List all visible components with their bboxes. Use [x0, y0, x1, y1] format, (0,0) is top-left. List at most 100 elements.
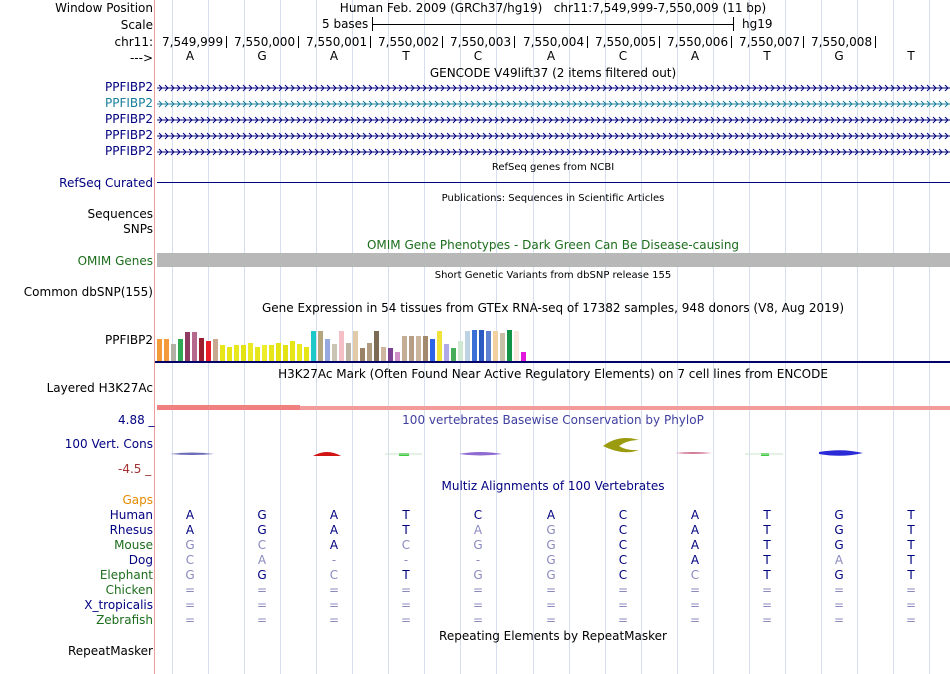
gtex-tissue-bar[interactable]	[507, 330, 512, 361]
gtex-tissue-bar[interactable]	[409, 336, 414, 361]
gencode-gene-feature[interactable]	[157, 131, 950, 141]
multiz-species-label[interactable]: Mouse	[114, 538, 153, 552]
gtex-tissue-bar[interactable]	[220, 345, 225, 361]
gtex-tissue-bar[interactable]	[500, 333, 505, 361]
omim-phenotype-bar[interactable]	[157, 253, 950, 267]
multiz-species-label[interactable]: Zebrafish	[96, 613, 153, 627]
gaps-label[interactable]: Gaps	[122, 493, 153, 507]
multiz-track-title[interactable]: Multiz Alignments of 100 Vertebrates	[441, 479, 665, 493]
gencode-track-title[interactable]: GENCODE V49lift37 (2 items filtered out)	[429, 66, 677, 80]
gtex-tissue-bar[interactable]	[248, 343, 253, 361]
gtex-tissue-bar[interactable]	[276, 343, 281, 361]
gtex-tissue-bar[interactable]	[227, 347, 232, 361]
gencode-gene-label[interactable]: PPFIBP2	[104, 112, 153, 126]
h3k27ac-track-label[interactable]: Layered H3K27Ac	[46, 381, 153, 395]
gtex-tissue-bar[interactable]	[262, 345, 267, 361]
gtex-tissue-bar[interactable]	[430, 339, 435, 361]
gtex-tissue-bar[interactable]	[360, 348, 365, 361]
gtex-tissue-bar[interactable]	[493, 331, 498, 361]
snps-track-label[interactable]: SNPs	[123, 222, 153, 236]
ruler-coordinate: 7,550,008	[811, 35, 873, 49]
gtex-tissue-bar[interactable]	[521, 352, 526, 361]
gtex-tissue-bar[interactable]	[367, 343, 372, 361]
dbsnp-track-label[interactable]: Common dbSNP(155)	[23, 285, 153, 299]
multiz-species-label[interactable]: Chicken	[105, 583, 153, 597]
gtex-tissue-bar[interactable]	[269, 345, 274, 361]
sequences-track-label[interactable]: Sequences	[87, 207, 153, 221]
gencode-gene-feature[interactable]	[157, 99, 950, 109]
refseq-gene-line[interactable]	[157, 182, 950, 183]
multiz-species-label[interactable]: X_tropicalis	[84, 598, 153, 612]
gtex-tissue-bar[interactable]	[325, 339, 330, 361]
gtex-tissue-bar[interactable]	[395, 352, 400, 361]
gtex-tissue-bar[interactable]	[458, 341, 463, 361]
refseq-track-title[interactable]: RefSeq genes from NCBI	[491, 162, 615, 173]
gtex-tissue-bar[interactable]	[444, 344, 449, 361]
phylop-mark-10	[819, 450, 863, 456]
gtex-tissue-bar[interactable]	[178, 339, 183, 361]
gtex-tissue-bar[interactable]	[164, 339, 169, 361]
gtex-tissue-bar[interactable]	[416, 336, 421, 361]
gtex-tissue-bar[interactable]	[465, 331, 470, 361]
gtex-tissue-bar[interactable]	[346, 343, 351, 361]
gtex-tissue-bar[interactable]	[451, 348, 456, 361]
gtex-tissue-bar[interactable]	[311, 331, 316, 361]
gtex-tissue-bar[interactable]	[241, 345, 246, 361]
gtex-track-label[interactable]: PPFIBP2	[104, 333, 153, 347]
omim-track-title[interactable]: OMIM Gene Phenotypes - Dark Green Can Be…	[366, 238, 740, 252]
multiz-species-label[interactable]: Human	[109, 508, 153, 522]
multiz-base: A	[690, 553, 700, 567]
gencode-gene-label[interactable]: PPFIBP2	[104, 128, 153, 142]
gencode-gene-feature[interactable]	[157, 83, 950, 93]
gtex-tissue-bar[interactable]	[423, 336, 428, 361]
gtex-tissue-bar[interactable]	[206, 341, 211, 361]
gtex-tissue-bar[interactable]	[234, 345, 239, 361]
gtex-tissue-bar[interactable]	[353, 331, 358, 361]
phylop-track-title[interactable]: 100 vertebrates Basewise Conservation by…	[402, 413, 704, 427]
refseq-track-label[interactable]: RefSeq Curated	[59, 176, 153, 190]
gencode-gene-feature[interactable]	[157, 147, 950, 157]
gtex-tissue-bar[interactable]	[192, 332, 197, 361]
gtex-tissue-bar[interactable]	[255, 347, 260, 361]
gtex-tissue-bar[interactable]	[402, 336, 407, 361]
gtex-tissue-bar[interactable]	[374, 331, 379, 361]
gtex-tissue-bar[interactable]	[157, 339, 162, 361]
gtex-tissue-bar[interactable]	[486, 331, 491, 361]
repeatmasker-track-title[interactable]: Repeating Elements by RepeatMasker	[439, 629, 667, 643]
multiz-base: =	[905, 613, 917, 627]
gtex-tissue-bar[interactable]	[290, 341, 295, 361]
repeatmasker-track-label[interactable]: RepeatMasker	[67, 644, 153, 658]
multiz-species-label[interactable]: Elephant	[99, 568, 153, 582]
position-text[interactable]: chr11:7,549,999-7,550,009 (11 bp)	[553, 1, 767, 15]
gtex-tissue-bar[interactable]	[185, 332, 190, 361]
h3k27ac-track-title[interactable]: H3K27Ac Mark (Often Found Near Active Re…	[278, 367, 828, 381]
gtex-tissue-bar[interactable]	[171, 344, 176, 361]
gtex-tissue-bar[interactable]	[479, 330, 484, 361]
gencode-gene-label[interactable]: PPFIBP2	[104, 96, 153, 110]
gtex-tissue-bar[interactable]	[437, 331, 442, 361]
omim-track-label[interactable]: OMIM Genes	[77, 254, 153, 268]
gtex-tissue-bar[interactable]	[472, 330, 477, 361]
gtex-tissue-bar[interactable]	[304, 347, 309, 361]
gtex-tissue-bar[interactable]	[199, 338, 204, 361]
gencode-gene-feature[interactable]	[157, 115, 950, 125]
publications-track-title[interactable]: Publications: Sequences in Scientific Ar…	[441, 193, 665, 204]
dbsnp-track-title[interactable]: Short Genetic Variants from dbSNP releas…	[434, 270, 672, 281]
gencode-gene-label[interactable]: PPFIBP2	[104, 144, 153, 158]
gtex-track-title[interactable]: Gene Expression in 54 tissues from GTEx …	[261, 301, 845, 315]
gencode-gene-label[interactable]: PPFIBP2	[104, 80, 153, 94]
gtex-tissue-bar[interactable]	[297, 344, 302, 361]
gtex-tissue-bar[interactable]	[332, 344, 337, 361]
phylop-track-label[interactable]: 100 Vert. Cons	[64, 437, 153, 451]
gtex-tissue-bar[interactable]	[213, 339, 218, 361]
multiz-species-label[interactable]: Dog	[128, 553, 153, 567]
gtex-tissue-bar[interactable]	[388, 348, 393, 361]
gtex-tissue-bar[interactable]	[514, 331, 519, 361]
gtex-tissue-bar[interactable]	[318, 331, 323, 361]
gtex-tissue-bar[interactable]	[381, 347, 386, 361]
gtex-tissue-bar[interactable]	[339, 331, 344, 361]
phylop-signal[interactable]	[157, 432, 950, 464]
multiz-species-label[interactable]: Rhesus	[109, 523, 153, 537]
gtex-tissue-bar[interactable]	[283, 345, 288, 361]
h3k27ac-signal-bar[interactable]	[157, 404, 950, 410]
